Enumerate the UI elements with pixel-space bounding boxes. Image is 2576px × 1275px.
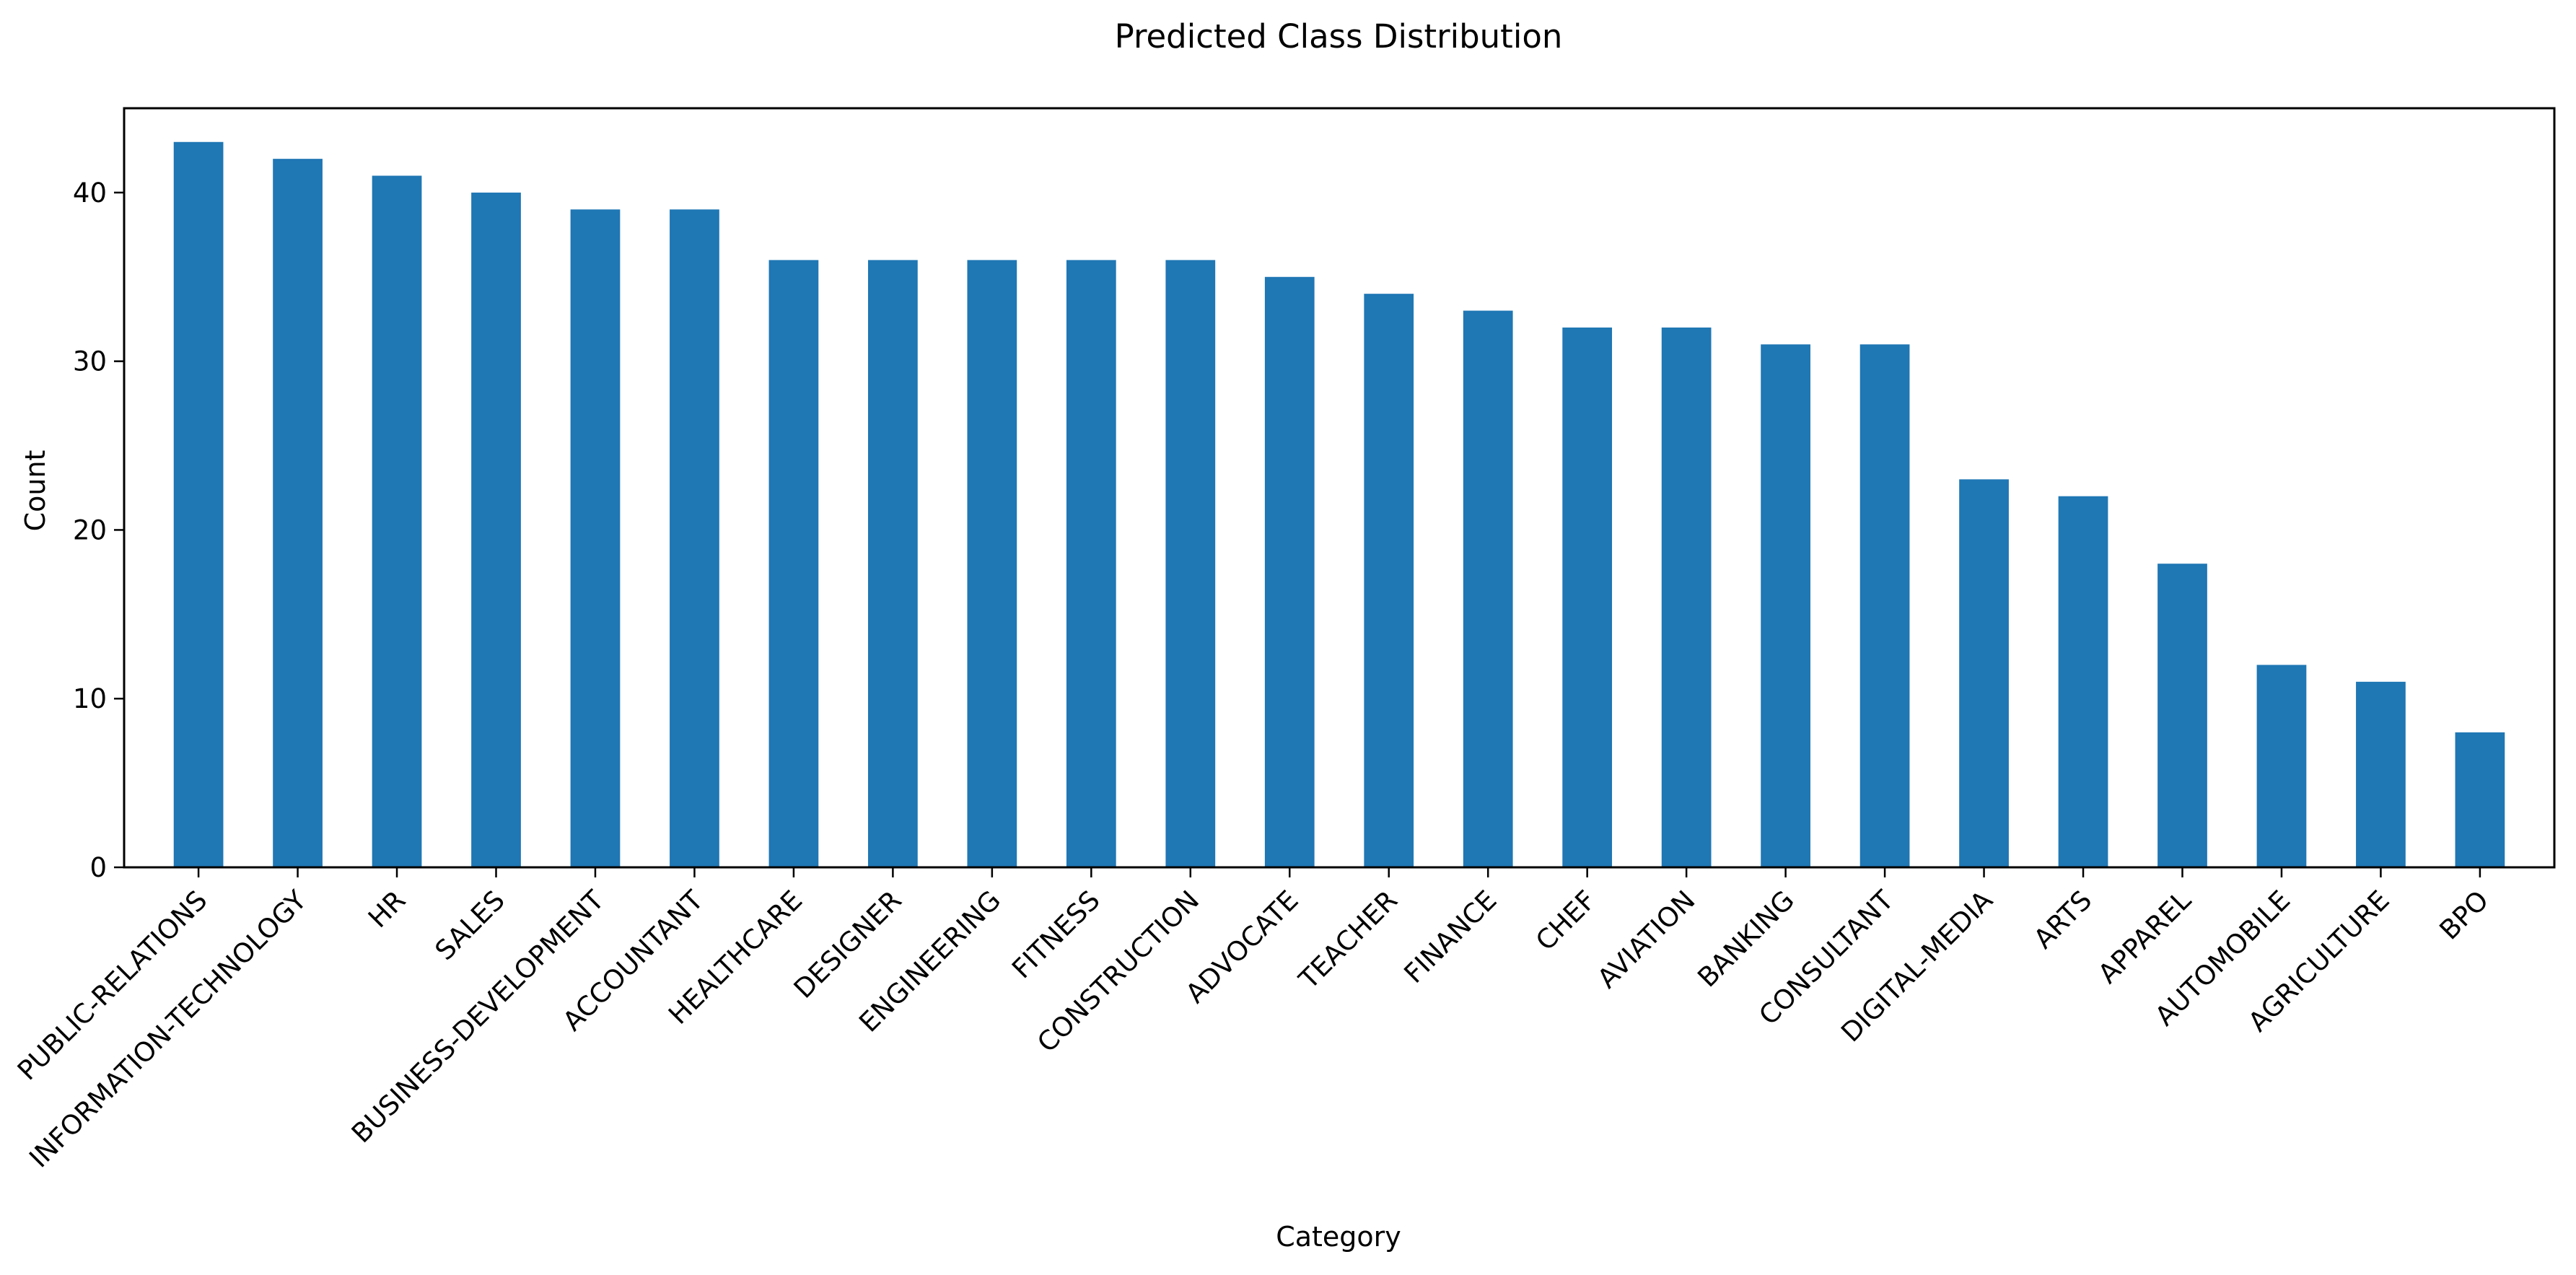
y-tick-label: 30 [73, 346, 107, 377]
bar-healthcare [768, 260, 819, 867]
bar-advocate [1264, 276, 1315, 867]
bar-accountant [670, 209, 719, 867]
bar-designer [868, 260, 918, 867]
bar-hr [372, 175, 422, 867]
bar-automobile [2256, 665, 2307, 867]
x-tick-label-chef: CHEF [1530, 885, 1602, 957]
bars-group [173, 141, 2505, 868]
bar-agriculture [2356, 681, 2406, 867]
x-tick-label-apparel: APPAREL [2092, 885, 2197, 990]
bar-construction [1165, 260, 1216, 867]
bar-apparel [2157, 564, 2207, 867]
x-tick-label-arts: ARTS [2028, 885, 2098, 955]
bar-arts [2058, 496, 2108, 867]
x-tick-label-aviation: AVIATION [1592, 885, 1701, 994]
y-tick-label: 20 [73, 514, 107, 546]
bar-banking [1761, 344, 1810, 867]
chart-title: Predicted Class Distribution [1115, 17, 1563, 56]
bar-sales [471, 192, 521, 867]
x-tick-label-sales: SALES [429, 885, 511, 966]
bar-digital-media [1959, 479, 2009, 867]
x-tick-label-public-relations: PUBLIC-RELATIONS [12, 885, 214, 1087]
bar-bpo [2455, 732, 2505, 867]
bar-information-technology [273, 159, 323, 868]
bar-public-relations [173, 141, 224, 867]
y-tick-label: 40 [73, 178, 107, 209]
bar-consultant [1859, 344, 1910, 867]
bar-business-development [570, 209, 621, 867]
x-tick-label-fitness: FITNESS [1006, 885, 1105, 984]
x-tick-label-banking: BANKING [1691, 885, 1800, 994]
y-axis: 0 10 20 30 40 [73, 178, 124, 883]
y-tick-label: 10 [73, 683, 107, 714]
x-tick-label-teacher: TEACHER [1292, 885, 1403, 996]
x-axis-label: Category [1276, 1221, 1401, 1253]
bar-teacher [1364, 294, 1414, 868]
x-tick-label-finance: FINANCE [1398, 885, 1503, 989]
bar-fitness [1066, 260, 1116, 867]
bar-aviation [1661, 327, 1712, 867]
bar-engineering [967, 260, 1017, 867]
x-tick-label-hr: HR [362, 885, 411, 934]
bar-finance [1463, 310, 1513, 867]
y-axis-label: Count [19, 450, 51, 532]
y-tick-label: 0 [89, 852, 107, 883]
plot-frame [123, 107, 2556, 869]
bar-chef [1562, 327, 1613, 867]
x-tick-label-bpo: BPO [2434, 885, 2495, 946]
